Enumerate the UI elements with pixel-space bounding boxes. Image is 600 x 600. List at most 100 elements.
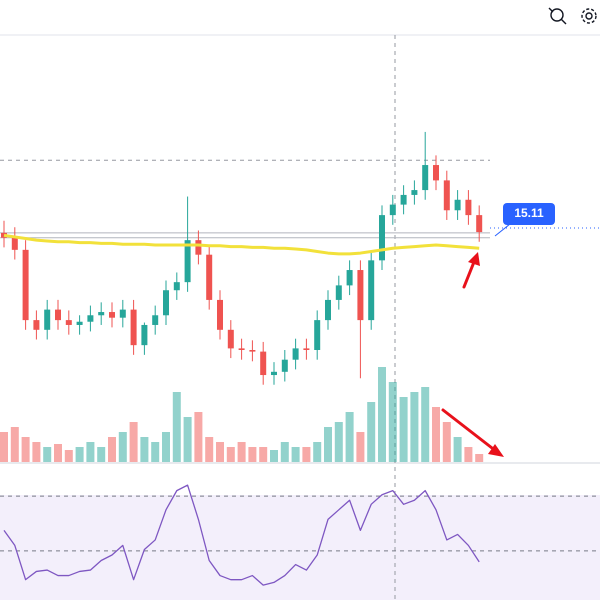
volume-bar	[432, 407, 440, 462]
candle-body	[141, 324, 148, 346]
candle-body	[260, 351, 267, 376]
volume-bar	[388, 382, 397, 462]
zoom-icon-lens[interactable]	[550, 8, 564, 22]
marks	[0, 131, 600, 586]
volume-bar	[367, 402, 376, 462]
candle-body	[368, 260, 375, 321]
candle-body	[346, 270, 353, 286]
candle-body	[173, 282, 180, 291]
volume-bar	[86, 442, 95, 462]
volume-bar	[248, 447, 257, 462]
volume-bar	[21, 437, 30, 462]
down-arrow-head	[488, 444, 504, 457]
moving-average	[3, 233, 480, 256]
candle-body	[335, 285, 342, 300]
volume-bar	[453, 437, 462, 462]
candle-body	[314, 320, 321, 350]
candle-body	[184, 240, 191, 283]
candle-body	[389, 204, 396, 216]
down-arrow	[441, 408, 494, 450]
candle-body	[76, 321, 83, 325]
candle-body	[303, 348, 310, 350]
candle-body	[249, 350, 256, 352]
volume-bar	[97, 447, 106, 462]
zoom-icon-handle[interactable]	[560, 18, 567, 25]
candle-body	[411, 190, 418, 195]
volume-bar	[464, 447, 473, 462]
volume-bar	[302, 447, 311, 462]
candle-body	[357, 270, 364, 321]
volume-bar	[75, 447, 84, 462]
volume-bar	[378, 367, 386, 462]
volume-bar	[54, 444, 62, 462]
volume-bar	[32, 442, 41, 462]
price-label-pointer	[494, 223, 511, 237]
zoom-icon-mark[interactable]	[548, 7, 554, 13]
settings-icon[interactable]	[581, 8, 597, 24]
candle-body	[400, 194, 407, 205]
candle-body	[55, 309, 61, 321]
candle-body	[11, 237, 18, 250]
volume-bar	[183, 417, 192, 462]
volume-bar	[205, 437, 214, 462]
price-label-box	[503, 203, 555, 225]
candle-body	[87, 315, 94, 322]
up-arrow-head	[468, 252, 480, 266]
candle-body	[379, 215, 385, 261]
rsi-line	[3, 484, 480, 586]
volume-bar	[237, 442, 246, 462]
annotations	[441, 252, 504, 457]
volume-bar	[334, 422, 343, 462]
volume-bar	[259, 447, 268, 462]
candle-body	[281, 359, 288, 372]
rsi-pane	[0, 495, 600, 600]
candle-body	[98, 312, 105, 316]
candle-body	[109, 312, 115, 318]
volume-bar	[345, 412, 354, 462]
volume-bar	[280, 442, 289, 462]
candle-body	[65, 320, 72, 325]
volume-bar	[421, 387, 430, 462]
candle-body	[152, 315, 159, 325]
volume-bar	[108, 437, 116, 462]
volume-bar	[10, 427, 19, 462]
volume-bar	[43, 447, 52, 462]
candle-body	[325, 299, 331, 321]
volume-bar	[194, 412, 203, 462]
candle-body	[465, 199, 472, 216]
candle-body	[476, 215, 483, 233]
volume-bar	[442, 422, 451, 462]
volume-bar	[410, 392, 419, 462]
volume-bar	[162, 432, 170, 462]
candle-body	[22, 249, 29, 321]
candle-body	[238, 348, 245, 350]
volume-bar	[140, 437, 149, 462]
up-arrow	[462, 260, 476, 289]
price-label: 15.11	[494, 203, 555, 237]
candle-body	[217, 299, 223, 330]
candle-body	[195, 240, 202, 255]
volume-bar	[0, 432, 8, 462]
volume-bar	[356, 432, 365, 462]
volume-bar	[129, 422, 138, 462]
volume-bar	[151, 442, 160, 462]
zoom-icon[interactable]	[548, 7, 567, 25]
candle-body	[33, 320, 40, 330]
candle-body	[119, 309, 126, 318]
volume-bar	[324, 427, 332, 462]
volume-bar	[475, 454, 484, 462]
candle-body	[454, 199, 461, 211]
volume-bar	[172, 392, 181, 462]
candle-body	[271, 371, 277, 376]
candle-body	[206, 254, 213, 300]
settings-icon-ring[interactable]	[581, 8, 597, 24]
candle-body	[163, 290, 169, 316]
volume-bar	[118, 432, 127, 462]
volume-bar	[64, 450, 73, 462]
candle-body	[130, 309, 137, 346]
price-label-text: 15.11	[514, 206, 544, 220]
settings-icon-center[interactable]	[585, 12, 593, 20]
candle-body	[433, 165, 439, 181]
